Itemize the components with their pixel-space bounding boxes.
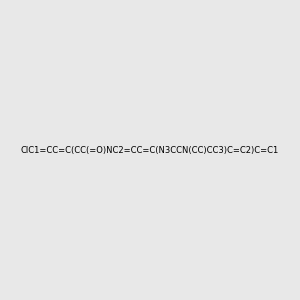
Text: ClC1=CC=C(CC(=O)NC2=CC=C(N3CCN(CC)CC3)C=C2)C=C1: ClC1=CC=C(CC(=O)NC2=CC=C(N3CCN(CC)CC3)C=…: [21, 146, 279, 154]
